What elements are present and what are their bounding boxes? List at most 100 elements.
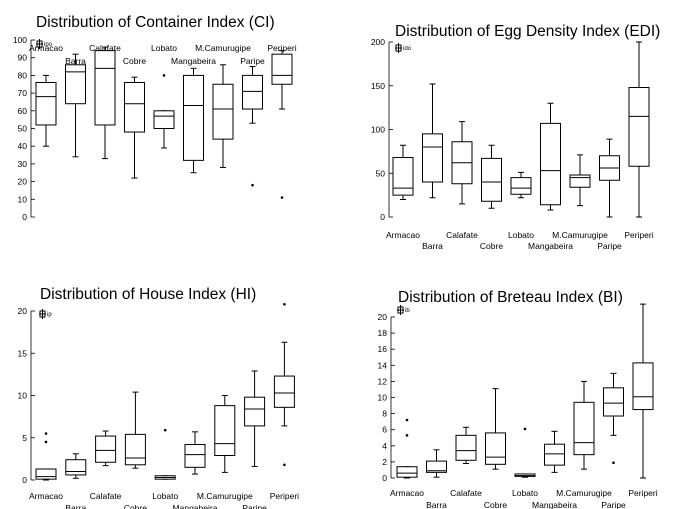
category-label: Armacao (29, 491, 63, 501)
outlier-point (283, 463, 286, 467)
category-label: Armacao (390, 488, 424, 498)
category-label: Mangabeira (532, 500, 577, 509)
legend: ip (39, 309, 52, 319)
iqr-box (183, 74, 204, 161)
legend: ipo (36, 39, 53, 49)
category-label: Lobato (152, 491, 178, 501)
box-Calafate: Calafate (89, 43, 121, 160)
iqr-box (271, 53, 293, 85)
y-tick-label: 2 (382, 457, 387, 467)
chart-title: Distribution of House Index (HI) (40, 286, 256, 303)
iqr-box (632, 362, 654, 411)
category-label: Barra (426, 500, 447, 509)
box-Mangabeira: Mangabeira (528, 102, 573, 251)
category-label: Mangabeira (173, 503, 218, 509)
iqr-box (124, 433, 146, 466)
chart-title: Distribution of Breteau Index (BI) (398, 289, 623, 306)
y-tick-label: 40 (18, 141, 28, 151)
legend: ido (395, 43, 412, 53)
iqr-box (65, 64, 86, 105)
iqr-box (184, 444, 206, 468)
iqr-box (273, 375, 295, 408)
outlier-point (280, 196, 284, 199)
category-label: Armacao (386, 230, 420, 240)
y-tick-label: 20 (18, 306, 28, 316)
box-Periperi: Periperi (270, 302, 299, 501)
category-label: Calafate (450, 488, 482, 498)
iqr-box (396, 466, 418, 478)
y-tick-label: 16 (378, 344, 388, 354)
box-M.Camurugipe: M.Camurugipe (556, 380, 612, 498)
iqr-box (455, 434, 477, 461)
y-tick-label: 10 (378, 393, 388, 403)
category-label: Armacao (29, 43, 63, 53)
outlier-point (405, 418, 409, 422)
y-tick-label: 20 (18, 177, 28, 187)
box-Cobre: Cobre (123, 56, 146, 179)
outlier-point (162, 74, 166, 77)
box-M.Camurugipe: M.Camurugipe (197, 395, 253, 501)
iqr-box (569, 174, 591, 188)
outlier-point (44, 432, 48, 435)
legend: ib (397, 305, 410, 315)
box-Paripe: Paripe (601, 372, 626, 509)
panel-egg-density-index: Distribution of Egg Density Index (EDI) … (371, 23, 661, 251)
outlier-point (163, 428, 167, 432)
box-Barra: Barra (426, 449, 447, 509)
outlier-point (251, 183, 254, 187)
y-tick-label: 100 (371, 125, 385, 135)
box-Lobato: Lobato (512, 427, 538, 498)
category-label: Calafate (89, 43, 121, 53)
box-Periperi: Periperi (628, 303, 658, 498)
category-label: Mangabeira (528, 241, 573, 251)
iqr-box (35, 468, 57, 480)
y-tick-label: 80 (18, 70, 28, 80)
category-label: Calafate (90, 491, 122, 501)
y-tick-label: 0 (380, 212, 385, 222)
box-Paripe: Paripe (242, 370, 267, 509)
iqr-box (392, 157, 414, 196)
iqr-box (65, 459, 87, 476)
box-Cobre: Cobre (484, 388, 507, 509)
category-label: Cobre (484, 500, 507, 509)
y-tick-label: 15 (18, 348, 28, 358)
y-tick-label: 90 (18, 53, 28, 63)
legend-label: ipo (44, 42, 53, 48)
box-Cobre: Cobre (480, 144, 503, 251)
y-tick-label: 0 (22, 212, 27, 222)
outlier-point (523, 427, 527, 431)
y-tick-label: 50 (18, 124, 28, 134)
y-tick-label: 0 (22, 475, 27, 485)
iqr-box (94, 50, 116, 126)
box-Barra: Barra (422, 83, 443, 251)
box-Barra: Barra (65, 53, 86, 158)
iqr-box (35, 81, 57, 126)
category-label: Cobre (124, 503, 147, 509)
box-Paripe: Paripe (597, 138, 622, 251)
iqr-box (214, 405, 236, 456)
chart-title: Distribution of Egg Density Index (EDI) (395, 23, 660, 40)
y-tick-label: 50 (376, 168, 386, 178)
iqr-box (244, 396, 266, 427)
category-label: Periperi (267, 43, 296, 53)
iqr-box (628, 87, 650, 167)
y-tick-label: 18 (378, 328, 388, 338)
category-label: Lobato (151, 43, 177, 53)
y-tick-label: 60 (18, 106, 28, 116)
category-label: Periperi (270, 491, 299, 501)
box-Armacao: Armacao (29, 43, 63, 147)
box-Armacao: Armacao (29, 432, 63, 501)
iqr-box (544, 443, 565, 466)
y-tick-label: 70 (18, 88, 28, 98)
box-Mangabeira: Mangabeira (532, 430, 577, 509)
iqr-box (153, 110, 175, 130)
iqr-box (242, 74, 263, 110)
category-label: M.Camurugipe (556, 488, 612, 498)
outlier-point (283, 302, 286, 306)
y-tick-label: 6 (382, 425, 387, 435)
box-Mangabeira: Mangabeira (171, 56, 216, 174)
box-Barra: Barra (65, 453, 87, 509)
category-label: Calafate (446, 230, 478, 240)
y-tick-label: 4 (382, 441, 387, 451)
